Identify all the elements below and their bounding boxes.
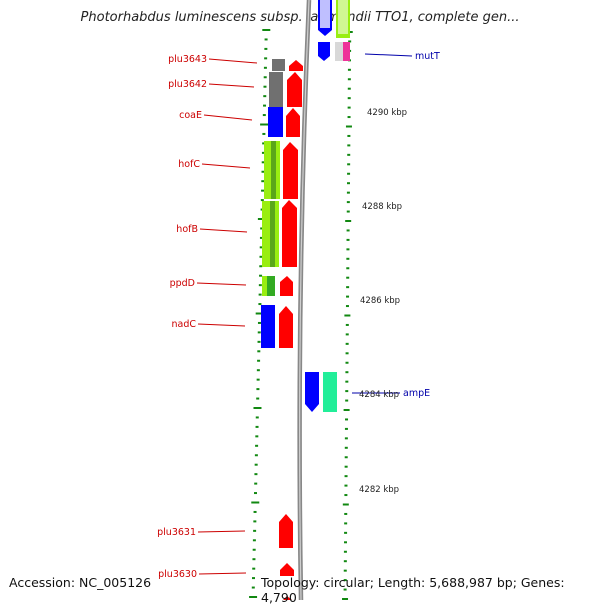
leader-mutT	[364, 53, 413, 57]
gene-feature-plu3630[interactable]	[280, 563, 294, 576]
map-title: Photorhabdus luminescens subsp. laumondi…	[80, 10, 520, 25]
gene-label-hofC[interactable]: hofC	[178, 159, 200, 170]
gene-label-ppdD[interactable]: ppdD	[170, 278, 195, 289]
gene-feature-hofC[interactable]	[283, 142, 298, 199]
gene-feature-nadC[interactable]	[279, 306, 293, 348]
gene-feature-plu3643-cog[interactable]	[272, 59, 285, 71]
gene-label-plu3631[interactable]: plu3631	[157, 527, 196, 538]
gene-label-plu3630[interactable]: plu3630	[158, 569, 197, 580]
topology-text: Topology: circular; Length: 5,688,987 bp…	[261, 575, 565, 605]
gene-feature-bottom-partial[interactable]	[283, 596, 292, 600]
gene-feature-coaE-cog[interactable]	[268, 107, 283, 137]
scale-label-4282kbp: 4282 kbp	[359, 485, 399, 495]
gene-feature-ampE-blue[interactable]	[305, 372, 319, 412]
gene-feature-mutT[interactable]	[335, 42, 350, 61]
gene-feature-mutT-blue[interactable]	[318, 42, 330, 61]
gene-feature-ppdD-cog[interactable]	[262, 276, 275, 296]
leader-hofC	[201, 163, 251, 169]
leader-coaE	[203, 114, 253, 121]
leader-plu3630	[198, 572, 247, 575]
leader-ppdD	[196, 282, 247, 286]
scale-label-4290kbp: 4290 kbp	[367, 108, 407, 118]
gene-feature-hofC-cog[interactable]	[264, 141, 280, 199]
gene-label-hofB[interactable]: hofB	[176, 224, 198, 235]
right-tick-column	[342, 31, 353, 600]
leader-hofB	[199, 228, 248, 233]
gene-label-plu3643[interactable]: plu3643	[168, 54, 207, 65]
gene-feature-top-lime-partial[interactable]	[336, 0, 350, 38]
gene-feature-plu3642[interactable]	[287, 72, 302, 107]
leader-plu3631	[197, 530, 246, 533]
gene-feature-plu3642-cog[interactable]	[269, 72, 283, 107]
leader-nadC	[197, 323, 246, 327]
accession-text: Accession: NC_005126	[9, 575, 152, 590]
gene-feature-plu3643[interactable]	[289, 60, 303, 71]
genome-backbone-highlight	[299, 0, 310, 600]
gene-feature-plu3631[interactable]	[279, 514, 293, 548]
gene-feature-ppdD[interactable]	[280, 276, 293, 296]
gene-label-plu3642[interactable]: plu3642	[168, 79, 207, 90]
gene-feature-top-blue-partial[interactable]	[318, 0, 332, 36]
scale-label-4284kbp: 4284 kbp	[359, 390, 399, 400]
gene-label-coaE[interactable]: coaE	[179, 110, 202, 121]
gene-feature-coaE[interactable]	[286, 108, 300, 137]
gene-feature-nadC-cog[interactable]	[261, 305, 275, 348]
scale-label-4288kbp: 4288 kbp	[362, 202, 402, 212]
gene-feature-hofB[interactable]	[282, 200, 297, 267]
leader-plu3643	[208, 58, 258, 64]
leader-plu3642	[208, 83, 255, 88]
gene-label-mutT[interactable]: mutT	[415, 51, 440, 62]
gene-feature-hofB-cog[interactable]	[262, 201, 279, 267]
gene-label-nadC[interactable]: nadC	[171, 319, 196, 330]
gene-feature-ampE[interactable]	[323, 372, 337, 412]
scale-label-4286kbp: 4286 kbp	[360, 296, 400, 306]
gene-label-ampE[interactable]: ampE	[403, 388, 430, 399]
